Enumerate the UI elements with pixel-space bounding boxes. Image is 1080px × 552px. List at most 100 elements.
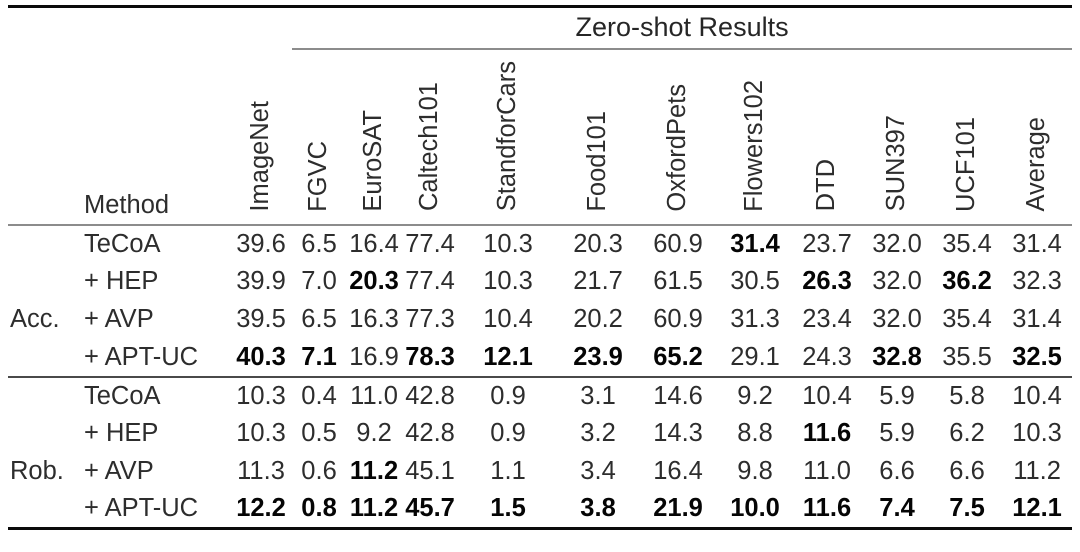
column-header-label: Average	[1022, 116, 1051, 212]
data-cell: 10.3	[1012, 419, 1062, 447]
data-cell: 23.7	[802, 229, 852, 258]
data-cell: 31.4	[1012, 229, 1062, 258]
robustness-section: Rob. TeCoA 10.3 0.4 11.0 42.8 0.9 3.1 14…	[8, 375, 1073, 529]
column-header-sun397: SUN397	[862, 48, 933, 226]
data-cell: 11.2	[1013, 457, 1061, 485]
data-cell: 6.5	[301, 229, 337, 258]
method-cell: TeCoA	[82, 375, 230, 415]
data-cell: 10.3	[236, 419, 286, 447]
data-cell: 11.2	[349, 457, 399, 485]
data-cell: 9.2	[356, 419, 392, 447]
data-cell: 0.9	[490, 419, 526, 447]
column-header-oxfordpets: OxfordPets	[638, 48, 719, 226]
data-cell: 12.1	[1012, 494, 1062, 523]
data-cell: 3.1	[558, 375, 639, 415]
column-header-label: StandforCars	[493, 61, 522, 212]
results-table: Zero-shot Results Method ImageNet FGVC E…	[8, 5, 1073, 530]
method-cell: + APT-UC	[84, 494, 199, 523]
data-cell: 39.5	[236, 305, 286, 333]
data-cell: 7.0	[301, 267, 337, 295]
data-cell: 29.1	[730, 342, 780, 371]
data-cell: 45.7	[405, 494, 455, 523]
data-cell: 39.9	[236, 267, 286, 295]
data-cell: 11.0	[803, 457, 851, 485]
data-cell: 14.3	[653, 419, 703, 447]
data-cell: 3.4	[580, 457, 616, 485]
method-cell: + AVP	[84, 457, 154, 485]
data-cell: 32.0	[872, 267, 922, 295]
data-cell: 31.3	[730, 305, 780, 333]
data-cell: 3.2	[580, 419, 616, 447]
data-cell: 11.3	[237, 457, 285, 485]
group-column-spacer	[8, 48, 82, 226]
data-cell: 10.3	[483, 267, 533, 295]
data-cell: 20.2	[573, 305, 623, 333]
column-header-label: EuroSAT	[359, 109, 388, 212]
data-cell: 77.3	[405, 305, 455, 333]
table-row: + APT-UC 40.3 7.1 16.9 78.3 12.1 23.9 65…	[8, 339, 1072, 377]
table-row: Rob. TeCoA 10.3 0.4 11.0 42.8 0.9 3.1 14…	[8, 375, 1073, 529]
section-label-acc: Acc.	[10, 305, 60, 333]
method-cell: + HEP	[84, 419, 159, 447]
data-cell: 14.6	[638, 375, 719, 415]
data-cell: 6.5	[301, 305, 337, 333]
data-cell: 40.3	[236, 342, 286, 371]
table-row: Acc. TeCoA 39.6 6.5 16.4 77.4 10.3 20.3 …	[8, 225, 1072, 334]
data-cell: 0.5	[301, 419, 337, 447]
data-cell: 20.3	[349, 267, 399, 295]
column-header-imagenet: ImageNet	[230, 48, 293, 226]
data-cell: 11.0	[346, 375, 403, 415]
table-row: + AVP 39.5 6.5 16.3 77.3 10.4 20.2 60.9 …	[8, 301, 1072, 339]
table-row: + AVP 11.3 0.6 11.2 45.1 1.1 3.4 16.4 9.…	[8, 453, 1072, 491]
column-header-label: OxfordPets	[663, 83, 692, 212]
column-header-label: Flowers102	[740, 79, 769, 212]
data-cell: 16.4	[653, 457, 703, 485]
data-cell: 7.4	[879, 494, 915, 523]
data-cell: 10.4	[792, 375, 863, 415]
data-cell: 31.4	[1012, 305, 1062, 333]
column-header-standforcars: StandforCars	[458, 48, 559, 226]
data-cell: 21.9	[653, 494, 703, 523]
accuracy-section: Acc. TeCoA 39.6 6.5 16.4 77.4 10.3 20.3 …	[8, 225, 1072, 377]
data-cell: 1.1	[490, 457, 526, 485]
data-cell: 12.1	[483, 342, 533, 371]
column-header-dtd: DTD	[792, 48, 863, 226]
data-cell: 5.8	[932, 375, 1003, 415]
data-cell: 60.9	[653, 229, 703, 258]
data-cell: 21.7	[573, 267, 623, 295]
data-cell: 31.4	[730, 229, 780, 258]
data-cell: 11.6	[802, 419, 852, 447]
column-header-label: Caltech101	[415, 82, 444, 212]
column-header-label: DTD	[812, 159, 841, 212]
data-cell: 16.9	[349, 342, 399, 371]
data-cell: 65.2	[653, 342, 703, 371]
column-header-ucf101: UCF101	[932, 48, 1003, 226]
data-cell: 6.6	[949, 457, 985, 485]
column-header-label: UCF101	[952, 116, 981, 212]
data-cell: 77.4	[405, 267, 455, 295]
data-cell: 60.9	[653, 305, 703, 333]
data-cell: 35.5	[942, 342, 992, 371]
data-cell: 0.4	[292, 375, 347, 415]
column-header-food101: Food101	[558, 48, 639, 226]
data-cell: 12.2	[236, 494, 286, 523]
data-cell: 9.8	[737, 457, 773, 485]
column-header-flowers102: Flowers102	[718, 48, 793, 226]
column-header-eurosat: EuroSAT	[346, 48, 403, 226]
data-cell: 0.6	[301, 457, 337, 485]
method-cell: TeCoA	[84, 229, 161, 258]
data-cell: 42.8	[402, 375, 459, 415]
data-cell: 32.5	[1012, 342, 1062, 371]
table-row: + HEP 10.3 0.5 9.2 42.8 0.9 3.2 14.3 8.8…	[8, 415, 1072, 453]
column-header-caltech101: Caltech101	[402, 48, 459, 226]
data-cell: 16.4	[349, 229, 399, 258]
column-header-label: SUN397	[882, 115, 911, 212]
section-label-rob: Rob.	[8, 375, 82, 529]
data-cell: 42.8	[405, 419, 455, 447]
zero-shot-results-header: Zero-shot Results	[292, 6, 1073, 50]
column-header-label: FGVC	[304, 140, 333, 212]
data-cell: 61.5	[653, 267, 703, 295]
data-cell: 7.5	[949, 494, 985, 523]
data-cell: 10.3	[230, 375, 293, 415]
data-cell: 0.9	[458, 375, 559, 415]
